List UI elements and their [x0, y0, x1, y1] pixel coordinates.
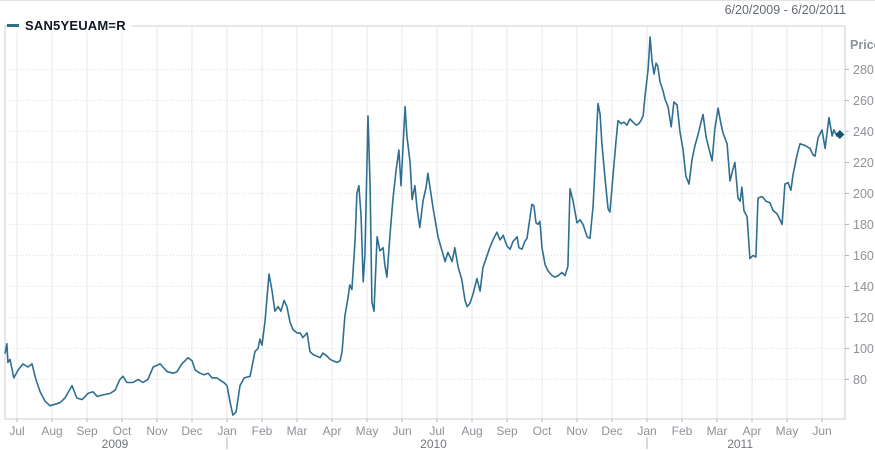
price-tick-label: 200 [853, 187, 874, 201]
year-label: 2011 [727, 437, 753, 450]
last-price-marker-icon [835, 130, 845, 139]
price-axis-title: Price [850, 38, 875, 52]
month-label: Jan [217, 424, 236, 438]
month-label: Oct [533, 424, 552, 438]
month-label: Jul [429, 424, 444, 438]
price-tick-label: 80 [853, 373, 867, 387]
month-label: Nov [146, 424, 167, 438]
price-tick-label: 240 [853, 125, 874, 139]
month-label: Jan [637, 424, 656, 438]
price-series-line [4, 36, 841, 416]
month-label: Nov [566, 424, 587, 438]
series-line-swatch-icon [7, 23, 19, 27]
month-label: Feb [672, 424, 693, 438]
month-label: Oct [113, 424, 132, 438]
month-label: Jun [392, 424, 411, 438]
month-label: May [776, 424, 799, 438]
price-tick-label: 260 [853, 94, 874, 108]
price-tick-label: 220 [853, 156, 874, 170]
month-label: Mar [287, 424, 308, 438]
month-label: Feb [252, 424, 273, 438]
month-label: May [356, 424, 379, 438]
month-label: Dec [601, 424, 622, 438]
month-label: Jul [9, 424, 24, 438]
series-symbol-label: SAN5YEUAM=R [25, 17, 126, 33]
price-tick-label: 140 [853, 280, 874, 294]
legend[interactable]: SAN5YEUAM=R [7, 17, 132, 33]
month-label: Jun [812, 424, 831, 438]
month-label: Mar [707, 424, 728, 438]
price-tick-label: 180 [853, 218, 874, 232]
month-label: Dec [181, 424, 202, 438]
month-label: Aug [461, 424, 482, 438]
plot-frame [4, 25, 846, 420]
month-label: Apr [323, 424, 342, 438]
date-range-label: 6/20/2009 - 6/20/2011 [724, 3, 846, 17]
month-label: Aug [41, 424, 62, 438]
month-label: Sep [76, 424, 98, 438]
price-tick-label: 280 [853, 63, 874, 77]
year-label: 2009 [102, 437, 129, 450]
month-label: Sep [496, 424, 518, 438]
price-tick-label: 120 [853, 311, 874, 325]
price-tick-label: 100 [853, 342, 874, 356]
month-label: Apr [743, 424, 762, 438]
year-label: 2010 [420, 437, 447, 450]
price-tick-label: 160 [853, 249, 874, 263]
